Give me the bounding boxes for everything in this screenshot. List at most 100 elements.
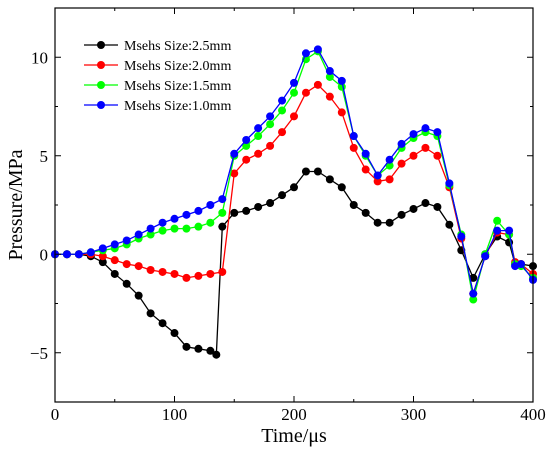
- data-point: [134, 262, 143, 271]
- data-point: [433, 202, 442, 211]
- data-point: [110, 240, 119, 249]
- data-point: [325, 67, 334, 76]
- legend-swatch-marker: [97, 61, 105, 69]
- data-point: [397, 159, 406, 168]
- data-point: [218, 195, 227, 204]
- data-point: [230, 169, 239, 178]
- data-point: [421, 199, 430, 208]
- data-point: [325, 92, 334, 101]
- x-tick-label: 200: [281, 405, 307, 424]
- data-point: [481, 252, 490, 261]
- y-tick-label: 10: [31, 48, 48, 67]
- data-point: [301, 167, 310, 176]
- data-point: [218, 267, 227, 276]
- data-point: [122, 279, 131, 288]
- y-tick-label: −5: [30, 344, 48, 363]
- data-point: [254, 124, 263, 133]
- legend-swatch-marker: [97, 81, 105, 89]
- data-point: [278, 106, 287, 115]
- y-tick-label: 0: [40, 245, 49, 264]
- legend-label: Msehs Size:2.0mm: [124, 59, 231, 74]
- data-point: [469, 273, 478, 282]
- data-point: [146, 224, 155, 233]
- data-point: [194, 344, 203, 353]
- data-point: [505, 226, 514, 235]
- data-point: [301, 49, 310, 58]
- data-point: [230, 208, 239, 217]
- data-point: [409, 151, 418, 160]
- data-point: [86, 248, 95, 257]
- data-point: [421, 143, 430, 152]
- data-point: [242, 141, 251, 150]
- legend-item: Msehs Size:2.5mm: [84, 39, 231, 54]
- data-point: [433, 151, 442, 160]
- data-point: [122, 236, 131, 245]
- data-point: [517, 260, 526, 269]
- data-point: [206, 346, 215, 355]
- x-tick-label: 100: [162, 405, 188, 424]
- data-point: [206, 269, 215, 278]
- data-point: [278, 128, 287, 137]
- data-point: [469, 289, 478, 298]
- data-point: [212, 350, 221, 359]
- data-point: [98, 258, 107, 267]
- data-point: [493, 216, 502, 225]
- data-point: [349, 201, 358, 209]
- data-point: [385, 175, 394, 184]
- data-point: [361, 149, 370, 158]
- data-point: [194, 222, 203, 231]
- data-point: [325, 72, 334, 81]
- legend-item: Msehs Size:1.0mm: [84, 99, 231, 114]
- data-point: [290, 183, 298, 192]
- data-point: [421, 124, 430, 133]
- data-point: [290, 88, 298, 97]
- data-point: [254, 149, 263, 158]
- legend: Msehs Size:2.5mm Msehs Size:2.0mm Msehs Si…: [84, 39, 231, 114]
- x-tick-label: 400: [520, 405, 546, 424]
- data-point: [290, 112, 298, 121]
- data-point: [242, 135, 251, 144]
- data-point: [349, 132, 358, 141]
- data-point: [158, 319, 167, 328]
- data-point: [230, 149, 239, 158]
- series-layer: [51, 45, 537, 359]
- data-point: [397, 139, 406, 148]
- data-point: [242, 155, 251, 164]
- data-point: [373, 177, 382, 186]
- data-point: [218, 222, 227, 231]
- data-point: [134, 291, 143, 300]
- data-point: [337, 76, 346, 85]
- data-point: [182, 342, 191, 351]
- data-point: [445, 179, 454, 188]
- data-point: [469, 295, 478, 304]
- data-point: [301, 88, 310, 97]
- data-point: [349, 143, 358, 152]
- x-tick-label: 0: [51, 405, 60, 424]
- data-point: [266, 120, 275, 129]
- legend-swatch-marker: [97, 41, 105, 49]
- y-tick-label: 5: [40, 147, 49, 166]
- x-axis-title: Time/μs: [261, 425, 327, 447]
- legend-label: Msehs Size:1.5mm: [124, 79, 231, 94]
- data-point: [182, 224, 191, 233]
- data-point: [361, 208, 370, 217]
- legend-label: Msehs Size:2.5mm: [124, 39, 231, 54]
- data-point: [445, 220, 454, 229]
- data-point: [337, 108, 346, 117]
- data-point: [98, 244, 107, 253]
- data-point: [266, 141, 275, 150]
- axis-ticks: 0 100 200 300 400 −5 0 5 10: [30, 7, 546, 424]
- data-point: [218, 208, 227, 217]
- data-point: [313, 45, 322, 54]
- data-point: [337, 183, 346, 192]
- data-point: [146, 266, 155, 275]
- data-point: [170, 224, 179, 233]
- data-point: [397, 210, 406, 219]
- data-point: [110, 269, 119, 278]
- data-point: [457, 232, 466, 241]
- data-point: [373, 218, 382, 227]
- data-point: [493, 226, 502, 235]
- data-point: [194, 206, 203, 215]
- data-point: [170, 269, 179, 278]
